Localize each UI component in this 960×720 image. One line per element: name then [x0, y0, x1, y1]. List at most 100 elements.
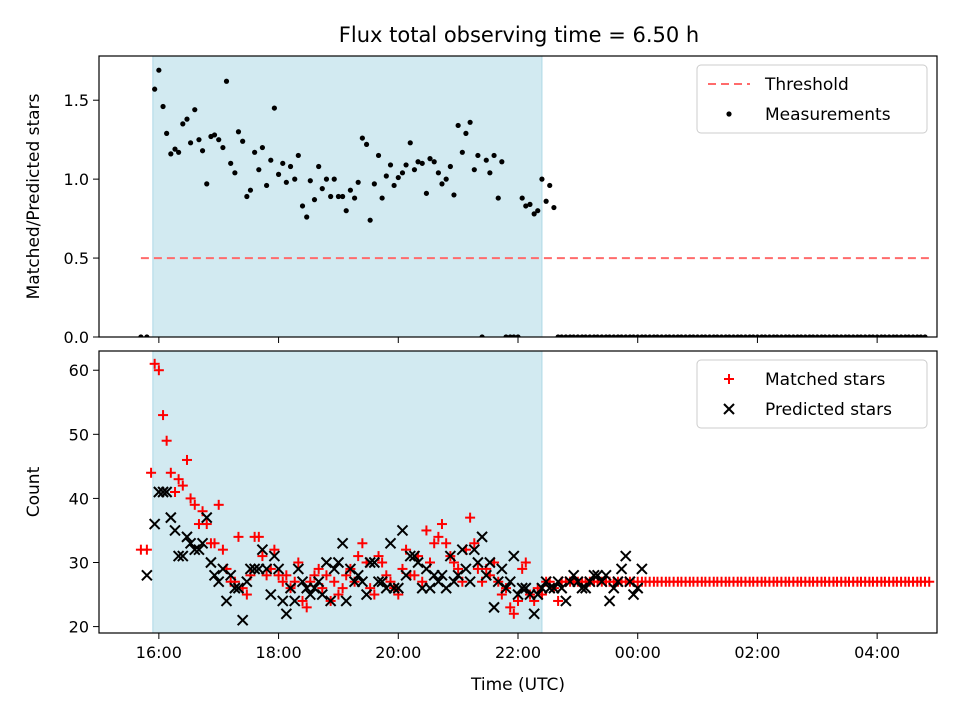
- data-point: [555, 582, 568, 594]
- data-point: [738, 334, 744, 337]
- data-point: [384, 537, 397, 549]
- data-point: [160, 103, 166, 110]
- data-point: [874, 334, 880, 337]
- data-point: [750, 334, 756, 337]
- plot-marks: [135, 358, 935, 626]
- data-point: [220, 144, 226, 151]
- data-point: [307, 178, 313, 184]
- data-point: [244, 193, 250, 200]
- data-point: [160, 486, 173, 498]
- bottom-panel: 20 30 40 50 60 16:00 18:00 20:00 22:00 00:00 02:00…: [24, 350, 938, 695]
- data-point: [165, 467, 176, 478]
- data-point: [552, 576, 564, 588]
- data-point: [292, 563, 305, 575]
- data-point: [520, 582, 532, 594]
- data-point: [313, 563, 324, 574]
- data-point: [647, 334, 653, 337]
- data-point: [184, 116, 190, 122]
- data-point: [336, 537, 349, 549]
- data-point: [233, 531, 244, 542]
- data-point: [654, 334, 661, 337]
- data-point: [399, 170, 406, 176]
- data-point: [453, 563, 464, 574]
- data-point: [205, 556, 217, 569]
- data-point: [468, 543, 481, 556]
- data-point: [469, 538, 480, 549]
- data-point: [484, 556, 496, 569]
- y-axis-label: Matched/Predicted stars: [24, 93, 44, 299]
- data-point: [376, 576, 388, 588]
- data-point: [834, 334, 840, 337]
- data-point: [451, 192, 457, 198]
- data-point: [284, 582, 297, 594]
- data-point: [608, 582, 620, 594]
- data-point: [158, 410, 169, 421]
- data-point: [196, 137, 202, 143]
- data-point: [268, 550, 281, 562]
- data-point: [332, 556, 345, 569]
- series-measurements: [138, 67, 928, 337]
- data-point: [627, 588, 640, 601]
- data-point: [260, 563, 273, 575]
- data-point: [448, 576, 460, 588]
- data-point: [433, 531, 444, 542]
- y-tick-label: 30: [69, 554, 89, 573]
- data-point: [714, 334, 720, 337]
- data-point: [352, 569, 364, 582]
- data-point: [343, 208, 349, 214]
- data-point: [467, 119, 473, 125]
- data-point: [247, 187, 254, 193]
- legend-label: Matched stars: [765, 370, 885, 390]
- y-tick-label: 20: [69, 618, 89, 637]
- data-point: [156, 67, 162, 73]
- data-point: [924, 576, 935, 587]
- data-point: [356, 576, 369, 588]
- data-point: [922, 334, 928, 337]
- data-point: [906, 334, 912, 337]
- y-tick-label: 0.5: [64, 249, 89, 268]
- data-point: [141, 569, 153, 582]
- y-axis-label: Count: [24, 466, 44, 517]
- data-point: [256, 167, 262, 173]
- data-point: [164, 130, 170, 136]
- data-point: [141, 544, 152, 555]
- y-tick-label: 1.5: [64, 91, 89, 110]
- x-tick-label: 20:00: [375, 643, 421, 662]
- data-point: [259, 144, 266, 151]
- data-point: [265, 588, 277, 601]
- data-point: [335, 193, 342, 200]
- data-point: [283, 179, 289, 185]
- data-point: [424, 582, 436, 594]
- data-point: [476, 531, 488, 543]
- data-point: [659, 334, 665, 337]
- data-point: [357, 538, 368, 549]
- figure-title: Flux total observing time = 6.50 h: [339, 23, 699, 47]
- data-point: [515, 334, 521, 337]
- y-tick-label: 1.0: [64, 170, 89, 189]
- data-point: [636, 563, 648, 575]
- data-point: [321, 570, 332, 581]
- data-point: [296, 576, 309, 588]
- data-point: [209, 538, 220, 549]
- data-point: [224, 569, 237, 582]
- data-point: [706, 334, 713, 337]
- data-point: [500, 582, 512, 594]
- data-point: [459, 149, 465, 155]
- data-point: [391, 182, 397, 189]
- data-point: [513, 595, 523, 606]
- y-tick-label: 0.0: [64, 328, 89, 347]
- legend-label: Threshold: [764, 75, 849, 95]
- data-point: [858, 334, 864, 337]
- data-point: [208, 569, 221, 582]
- data-point: [612, 576, 624, 588]
- data-point: [169, 524, 181, 537]
- data-point: [220, 595, 233, 607]
- data-point: [193, 543, 205, 556]
- data-point: [412, 556, 424, 569]
- data-point: [882, 334, 888, 337]
- data-point: [427, 156, 433, 162]
- data-point: [762, 334, 768, 337]
- data-point: [443, 176, 449, 182]
- data-point: [503, 334, 509, 337]
